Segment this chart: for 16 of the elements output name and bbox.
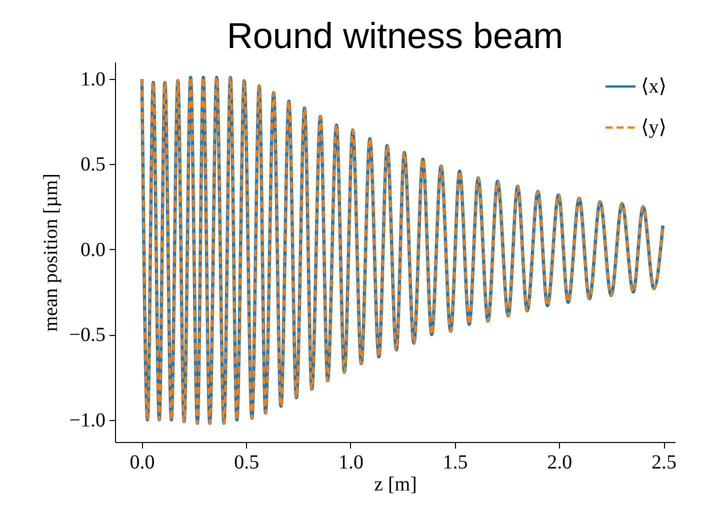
x-tick-label: 1.0 bbox=[338, 452, 364, 474]
legend-label: ⟨x⟩ bbox=[641, 76, 667, 98]
x-axis-title: z [m] bbox=[374, 474, 417, 496]
y-tick-label: 0.0 bbox=[80, 238, 106, 261]
legend-label: ⟨y⟩ bbox=[641, 116, 667, 138]
x-tick-label: 0.0 bbox=[130, 452, 155, 474]
y-tick-label: −1.0 bbox=[69, 409, 106, 432]
x-tick-label: 1.5 bbox=[442, 452, 468, 474]
chart-title: Round witness beam bbox=[226, 15, 564, 56]
y-tick-label: −0.5 bbox=[69, 324, 106, 346]
y-tick-label: 0.5 bbox=[80, 154, 106, 176]
x-tick-label: 2.5 bbox=[652, 452, 677, 474]
x-tick-label: 0.5 bbox=[234, 452, 260, 474]
x-tick-label: 2.0 bbox=[547, 452, 572, 474]
y-axis-title: mean position [µm] bbox=[40, 173, 62, 332]
y-tick-label: 1.0 bbox=[80, 68, 106, 91]
